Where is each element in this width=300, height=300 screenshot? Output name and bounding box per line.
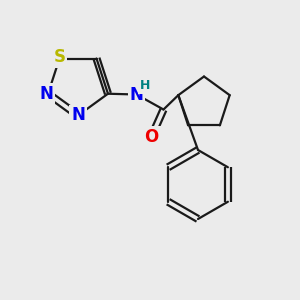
Text: H: H [140, 79, 150, 92]
Text: N: N [130, 85, 143, 103]
Text: S: S [53, 48, 65, 66]
Text: N: N [71, 106, 85, 124]
Text: N: N [40, 85, 53, 103]
Text: O: O [144, 128, 159, 146]
